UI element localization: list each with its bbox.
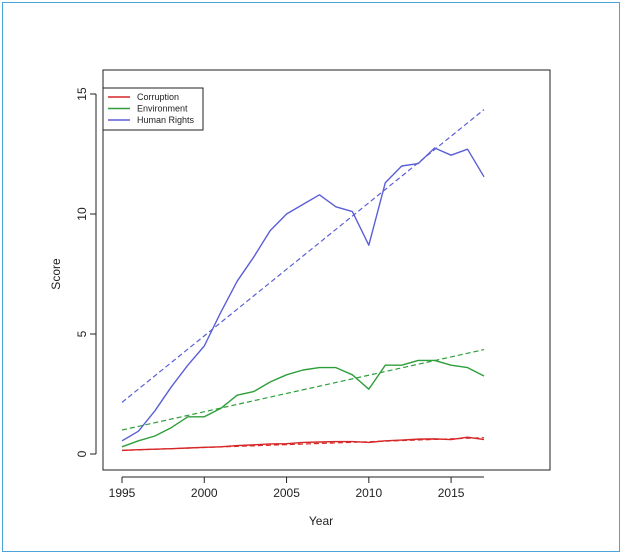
legend-label: Human Rights <box>137 115 195 125</box>
series-line-human-rights <box>121 147 485 442</box>
legend-label: Corruption <box>137 92 179 102</box>
y-tick-label: 15 <box>75 87 89 101</box>
x-tick-label: 2005 <box>273 486 300 500</box>
x-axis-title: Year <box>309 514 333 528</box>
series-lines <box>121 147 485 452</box>
x-tick-label: 2010 <box>355 486 382 500</box>
y-axis-title: Score <box>49 258 63 290</box>
x-tick-label: 1995 <box>109 486 136 500</box>
plot-box <box>102 69 551 471</box>
series-line-environment <box>121 359 485 448</box>
y-tick-label: 10 <box>75 207 89 221</box>
y-tick-label: 0 <box>75 450 89 457</box>
x-tick-label: 2000 <box>191 486 218 500</box>
y-axis: 0 5 10 15 <box>75 87 97 457</box>
trend-line-environment <box>121 349 485 431</box>
x-axis: 1995 2000 2005 2010 2015 <box>109 476 484 500</box>
trend-lines <box>121 109 485 451</box>
legend-label: Environment <box>137 104 188 114</box>
x-tick-label: 2015 <box>438 486 465 500</box>
y-tick-label: 5 <box>75 330 89 337</box>
series-line-corruption <box>121 436 485 452</box>
